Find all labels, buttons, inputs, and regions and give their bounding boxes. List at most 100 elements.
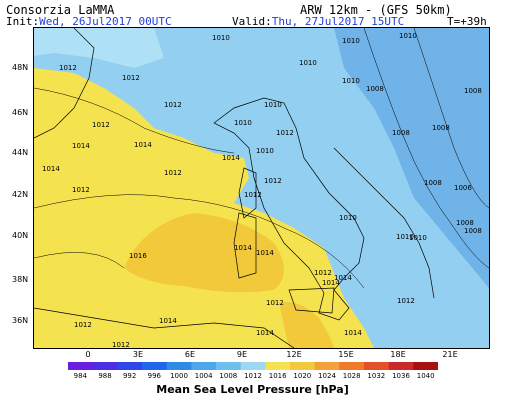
colorbar-segment: [413, 362, 438, 370]
isobar-label: 1012: [122, 74, 140, 82]
field-1016-south: [279, 302, 334, 348]
isobar-label: 1012: [164, 169, 182, 177]
isobar-line-2: [34, 194, 365, 289]
lon-label: 12E: [286, 350, 302, 359]
lon-label: 9E: [236, 350, 248, 359]
init-value: Wed, 26Jul2017 00UTC: [39, 15, 172, 28]
colorbar-tick-label: 1016: [268, 372, 287, 380]
lon-label: 0: [85, 350, 91, 359]
lon-label: 6E: [184, 350, 196, 359]
isobar-label: 1010: [399, 32, 417, 40]
colorbar-tick-label: 1020: [293, 372, 312, 380]
isobar-line-5: [413, 28, 489, 209]
field-1014: [34, 68, 374, 348]
lat-label: 46N: [12, 108, 29, 117]
isobar-label: 1012: [92, 121, 110, 129]
isobar-label: 1012: [72, 186, 90, 194]
coastline-balkans: [333, 147, 435, 299]
field-1016-high: [124, 213, 284, 293]
colorbar-segment: [68, 362, 94, 370]
map-canvas: 1010 101010121010101210101010101210141008…: [34, 28, 489, 348]
field-1012-north: [34, 28, 164, 68]
isobar-line-1: [34, 87, 235, 154]
model-title: ARW 12km - (GFS 50km): [300, 3, 452, 17]
colorbar-tick-label: 996: [147, 372, 162, 380]
isobar-label: 1012: [276, 129, 294, 137]
colorbar: [68, 362, 438, 370]
isobar-label: 1016: [129, 252, 147, 260]
isobar-label: 1012: [74, 321, 92, 329]
colorbar-tick-label: 1000: [170, 372, 188, 380]
init-label: Init:: [6, 15, 40, 28]
colorbar-segment: [265, 362, 291, 370]
colorbar-segment: [216, 362, 242, 370]
isobar-label: 1010: [212, 34, 230, 42]
isobar-label: 1010: [264, 101, 282, 109]
isobar-label: 1014: [344, 329, 362, 337]
forecast-step: T=+39h: [447, 15, 487, 28]
valid-value: Thu, 27Jul2017 15UTC: [271, 15, 405, 28]
pressure-map[interactable]: 1010 1010 1012 1010 1012 1010 1010 1012 1014 1008…: [33, 27, 490, 349]
colorbar-segment: [166, 362, 192, 370]
colorbar-tick-label: 1032: [367, 372, 386, 380]
colorbar-segment: [92, 362, 118, 370]
isobar-label: 1012: [244, 191, 262, 199]
valid-line: Valid:Thu, 27Jul2017 15UTC: [232, 16, 404, 28]
lon-label: 15E: [338, 350, 354, 359]
colorbar-segment: [314, 362, 340, 370]
isobar-label: 1012: [164, 101, 182, 109]
isobar-line-4: [363, 28, 489, 269]
isobar-label: 1014: [234, 244, 252, 252]
isobar-label: 1008: [456, 219, 474, 227]
isobar-label: 1008: [464, 87, 482, 95]
colorbar-tick-label: 984: [73, 372, 88, 380]
lon-label: 3E: [132, 350, 144, 359]
isobar-label: 1014: [256, 329, 274, 337]
lat-label: 40N: [12, 231, 29, 240]
org-title: Consorzia LaMMA: [6, 3, 115, 17]
colorbar-tick-label: 992: [122, 372, 137, 380]
coastline-sicily: [288, 287, 335, 314]
colorbar-tick-label: 1036: [392, 372, 410, 380]
isobar-label: 1010: [299, 59, 317, 67]
colorbar-segment: [388, 362, 414, 370]
isobar-label: 1014: [222, 154, 240, 162]
colorbar-tick-label: 988: [98, 372, 112, 380]
isobar-line-3: [34, 252, 125, 269]
colorbar-tick-label: 1028: [342, 372, 361, 380]
isobar-label: 1010: [409, 234, 427, 242]
lat-label: 48N: [12, 63, 29, 72]
colorbar-segment: [339, 362, 365, 370]
isobar-labels: 1010 101010121010101210101010101210141008…: [42, 32, 482, 348]
isobar-label: 1010: [234, 119, 252, 127]
colorbar-tick-label: 1004: [194, 372, 213, 380]
isobar-label: 1010: [339, 214, 357, 222]
colorbar-tick-label: 1040: [416, 372, 435, 380]
isobar-label: 1008: [424, 179, 442, 187]
isobar-label: 1010: [256, 147, 274, 155]
isobar-label: 1014: [334, 274, 352, 282]
isobar-label: 1014: [42, 165, 60, 173]
isobar-label: 1012: [266, 299, 284, 307]
isobar-label: 1010: [342, 77, 360, 85]
isobar-label: 1014: [322, 279, 340, 287]
coastline-sardinia: [233, 212, 257, 279]
colorbar-segment: [142, 362, 168, 370]
colorbar-tick-label: 1008: [219, 372, 238, 380]
isobar-label: 1006: [454, 184, 472, 192]
colorbar-segment: [240, 362, 266, 370]
lat-label: 44N: [12, 148, 29, 157]
colorbar-segment: [290, 362, 316, 370]
isobar-label: 1012: [112, 341, 130, 348]
colorbar-title: Mean Sea Level Pressure [hPa]: [156, 383, 349, 396]
isobar-label: 1012: [397, 297, 415, 305]
isobar-label: 1012: [59, 64, 77, 72]
lat-label: 38N: [12, 275, 29, 284]
init-line: Init:Wed, 26Jul2017 00UTC: [6, 16, 172, 28]
isobar-label: 1014: [256, 249, 274, 257]
lat-label: 42N: [12, 190, 29, 199]
lon-label: 18E: [390, 350, 406, 359]
isobar-label: 1012: [314, 269, 332, 277]
lon-label: 21E: [442, 350, 458, 359]
isobar-label: 1012: [264, 177, 282, 185]
